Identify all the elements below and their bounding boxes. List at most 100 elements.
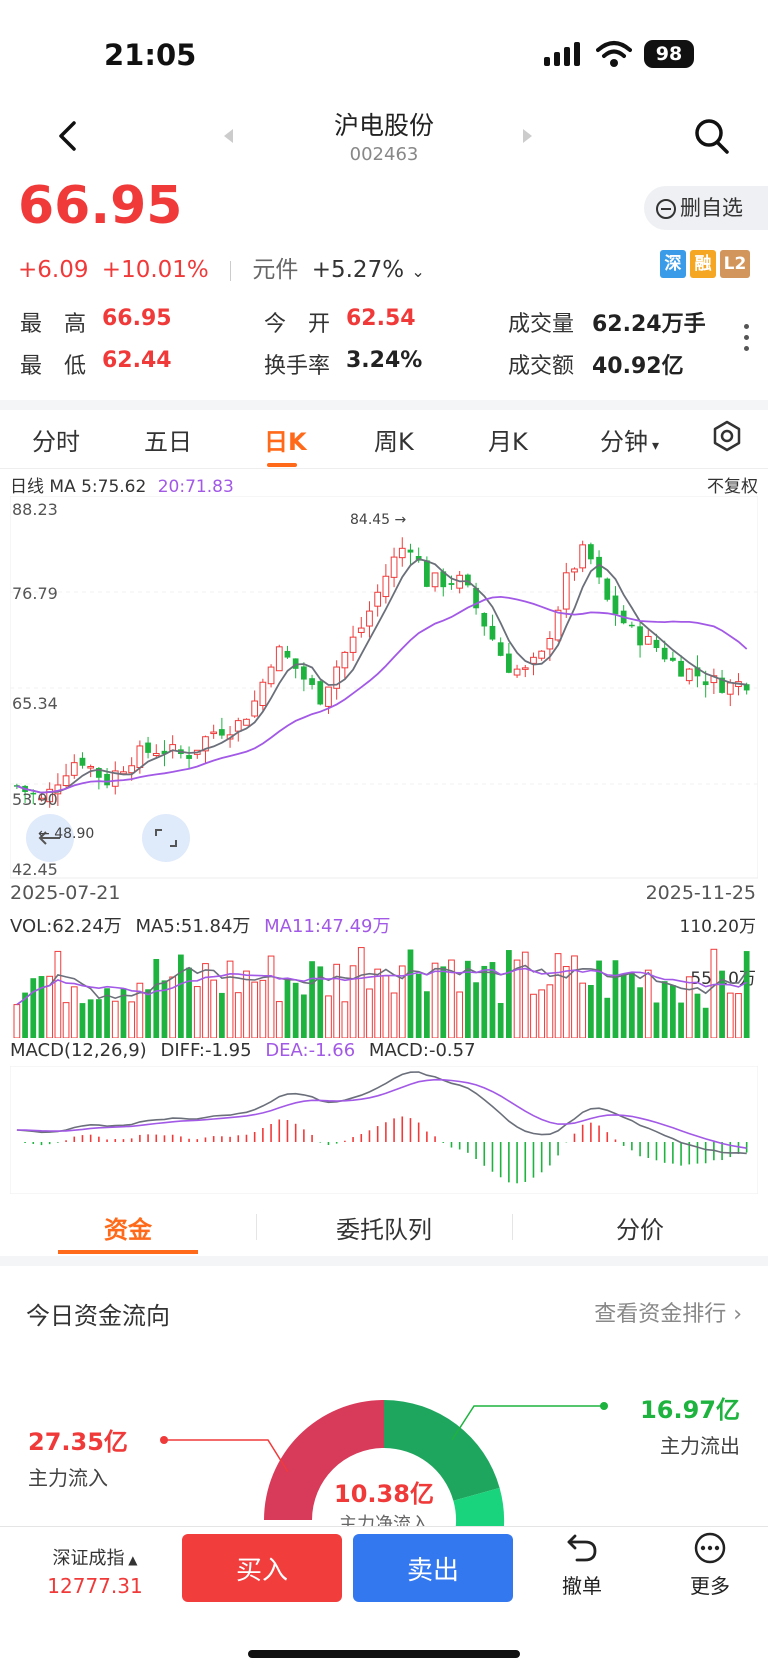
open-label: 今 开 <box>264 312 331 337</box>
candle <box>538 650 546 659</box>
candle <box>243 718 250 726</box>
candle <box>448 583 455 585</box>
candle <box>267 666 275 685</box>
volume-bar <box>79 1003 86 1038</box>
volume-bar <box>506 950 512 1038</box>
outflow-label: 主力流出 <box>660 1434 740 1458</box>
candle <box>743 684 750 691</box>
chart-settings-icon[interactable] <box>712 420 742 452</box>
volume-bar <box>275 1001 283 1038</box>
candle <box>357 627 365 633</box>
candle <box>202 736 209 752</box>
candle <box>259 681 267 707</box>
candle <box>14 785 20 787</box>
volume-bar <box>243 970 250 1038</box>
candle <box>251 700 259 717</box>
volume-bar <box>349 965 357 1038</box>
volume-bar <box>38 976 45 1038</box>
tab-price-distribution[interactable]: 分价 <box>616 1216 664 1244</box>
volume-bar <box>629 972 635 1038</box>
next-stock-icon[interactable] <box>522 128 534 144</box>
outflow-value: 16.97亿 <box>640 1396 740 1424</box>
wifi-icon <box>596 41 632 67</box>
volume-bar <box>234 992 242 1038</box>
candle <box>30 792 37 795</box>
candle <box>685 668 693 682</box>
buy-button[interactable]: 买入 <box>182 1534 342 1602</box>
volume-bar <box>513 959 521 1038</box>
candle <box>637 626 643 646</box>
cellular-signal-icon <box>544 42 584 66</box>
delete-favorite-button[interactable]: 删自选 <box>644 186 768 230</box>
tab-order-queue[interactable]: 委托队列 <box>336 1216 432 1244</box>
sell-button[interactable]: 卖出 <box>353 1534 513 1602</box>
tab-minute[interactable]: 分钟 ▾ <box>600 422 659 457</box>
volume-bar <box>22 992 28 1038</box>
tab-daily-k[interactable]: 日K <box>264 428 307 456</box>
volume-bar <box>341 1001 349 1038</box>
sector-change-pct[interactable]: +5.27% <box>311 257 405 283</box>
high-label: 最 高 <box>20 312 87 337</box>
volume-bar <box>104 988 110 1038</box>
net-inflow-label: 主力净流入 <box>339 1514 429 1526</box>
fund-rank-link[interactable]: 查看资金排行 › <box>594 1302 742 1327</box>
tab-minute-label: 分钟 <box>600 428 648 456</box>
volume-bar <box>456 991 464 1038</box>
candle <box>465 574 471 586</box>
volume-bar <box>357 947 365 1038</box>
current-price: 66.95 <box>18 176 183 236</box>
search-icon[interactable] <box>694 118 730 156</box>
more-vertical-icon[interactable] <box>742 324 750 358</box>
volume-bar <box>366 988 373 1038</box>
ma20-line <box>16 595 748 794</box>
volume-bar <box>678 1002 684 1038</box>
tab-five-day[interactable]: 五日 <box>144 428 192 456</box>
volume-bar <box>440 966 447 1038</box>
tab-weekly-k[interactable]: 周K <box>374 428 414 456</box>
back-icon[interactable] <box>56 120 80 152</box>
low-value: 62.44 <box>102 348 172 373</box>
y-tick-min: 42.45 <box>12 860 58 879</box>
volume-bar <box>407 949 414 1038</box>
tab-fund[interactable]: 资金 <box>104 1216 152 1244</box>
volume-bar <box>637 987 643 1038</box>
tab-divider <box>256 1214 257 1240</box>
volume-bar <box>374 968 382 1038</box>
volume-bar <box>46 975 54 1038</box>
more-button[interactable]: 更多 <box>684 1532 736 1599</box>
candle <box>702 681 709 686</box>
volume-bar <box>54 950 62 1038</box>
index-ticker[interactable]: 深证成指 ▲ 12777.31 <box>40 1544 150 1598</box>
kline-chart[interactable] <box>10 496 758 880</box>
tab-monthly-k[interactable]: 月K <box>488 428 528 456</box>
volume-bar <box>292 982 299 1038</box>
cancel-order-button[interactable]: 撤单 <box>556 1532 608 1599</box>
min-price-label: 48.90 <box>54 826 95 842</box>
ma5-label: 日线 MA 5:75.62 <box>10 477 147 497</box>
volume-bar <box>694 993 701 1038</box>
home-indicator <box>248 1650 520 1658</box>
sector-name[interactable]: 元件 <box>252 257 299 283</box>
fullscreen-icon[interactable] <box>142 814 190 862</box>
y-tick-2: 76.79 <box>12 584 58 603</box>
stock-name: 沪电股份 <box>333 111 434 140</box>
max-price-label: 84.45 <box>350 512 391 528</box>
candle <box>694 667 701 677</box>
vol-max-label: 110.20万 <box>679 917 756 937</box>
candle <box>301 666 307 680</box>
macd-legend: MACD(12,26,9) DIFF:-1.95 DEA:-1.66 MACD:… <box>10 1040 476 1061</box>
volume-bar <box>726 992 734 1038</box>
volume-chart[interactable] <box>10 938 758 1038</box>
volume-bar <box>554 953 562 1038</box>
volume-bar <box>390 992 398 1038</box>
tab-intraday[interactable]: 分时 <box>32 428 80 456</box>
prev-stock-icon[interactable] <box>222 128 234 144</box>
tab-active-indicator <box>267 463 297 467</box>
candle <box>596 556 602 578</box>
volume-bar <box>111 1000 119 1038</box>
macd-chart[interactable] <box>10 1066 758 1194</box>
adjust-type[interactable]: 不复权 <box>707 477 758 497</box>
chevron-down-icon[interactable]: ⌄ <box>411 262 425 281</box>
volume-label: 成交量 <box>508 312 575 337</box>
volume-bar <box>284 978 291 1038</box>
